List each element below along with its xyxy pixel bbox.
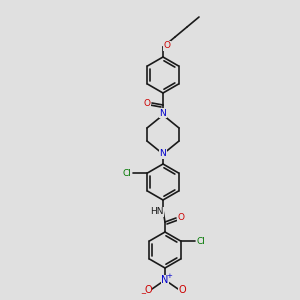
Text: O: O <box>178 285 186 295</box>
Text: O: O <box>178 212 184 221</box>
Text: O: O <box>143 100 151 109</box>
Text: −: − <box>140 291 146 297</box>
Text: N: N <box>160 149 167 158</box>
Text: Cl: Cl <box>123 169 132 178</box>
Text: O: O <box>144 285 152 295</box>
Text: +: + <box>166 273 172 279</box>
Text: O: O <box>164 41 170 50</box>
Text: Cl: Cl <box>196 236 205 245</box>
Text: HN: HN <box>150 208 164 217</box>
Text: N: N <box>161 275 169 285</box>
Text: N: N <box>160 109 167 118</box>
